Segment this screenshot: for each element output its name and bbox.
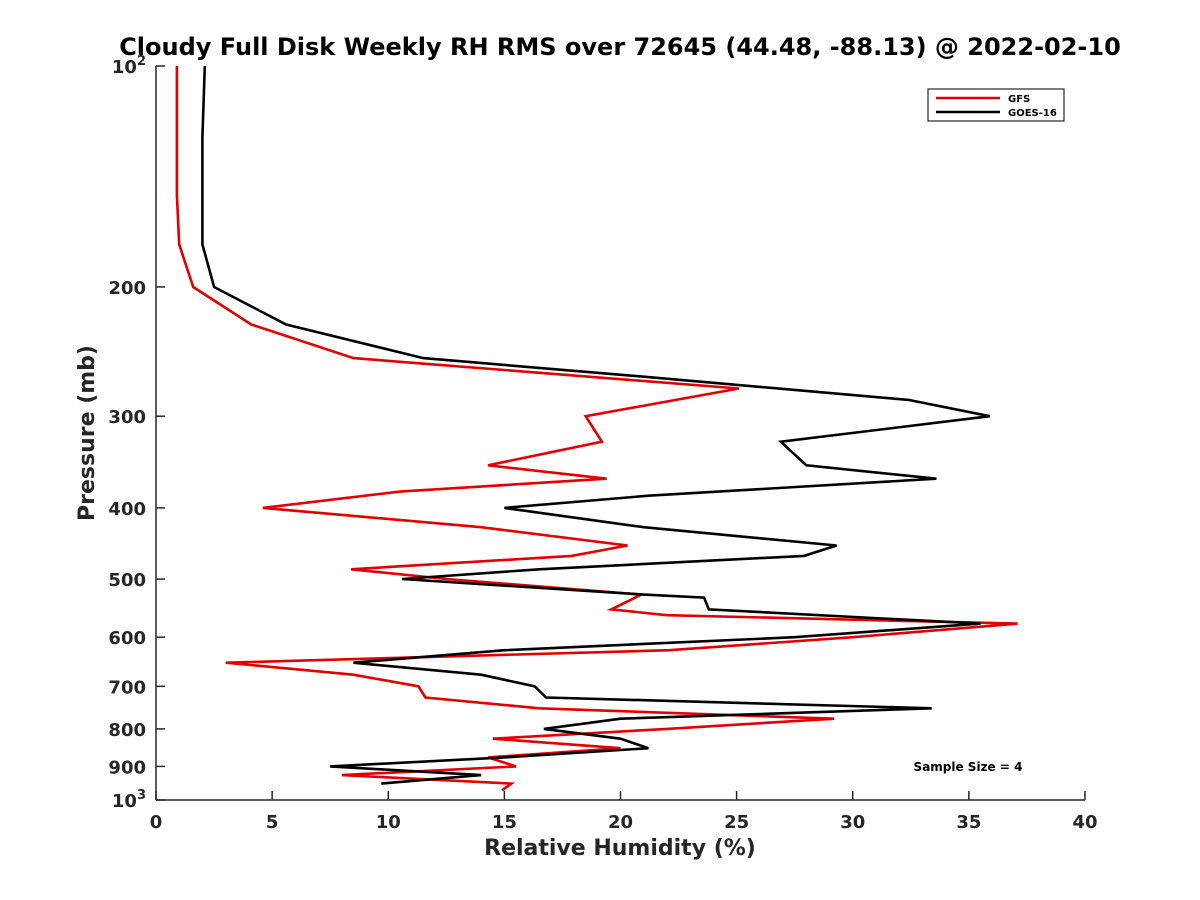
x-tick-label: 25: [724, 812, 749, 833]
y-tick-label: 800: [108, 720, 146, 741]
x-tick-label: 0: [150, 812, 163, 833]
y-tick-label: 900: [108, 757, 146, 778]
x-tick-label: 40: [1072, 812, 1097, 833]
y-tick-label: 102: [112, 54, 146, 78]
sample-size-annotation: Sample Size = 4: [914, 760, 1023, 774]
x-axis-label: Relative Humidity (%): [484, 836, 756, 861]
y-tick-label: 600: [108, 628, 146, 649]
y-tick-label: 400: [108, 499, 146, 520]
x-tick-label: 5: [266, 812, 279, 833]
chart-title: Cloudy Full Disk Weekly RH RMS over 7264…: [119, 33, 1121, 61]
x-tick-label: 35: [956, 812, 981, 833]
series-lines: [175, 65, 1018, 792]
annotations: Sample Size = 4: [914, 760, 1023, 774]
y-tick-label: 300: [108, 407, 146, 428]
legend-label: GOES-16: [1008, 108, 1057, 119]
x-tick-label: 15: [492, 812, 517, 833]
legend: GFS GOES-16: [927, 88, 1065, 122]
series-line-goes-16: [201, 65, 991, 785]
y-tick-label: 200: [108, 278, 146, 299]
y-tick-label: 500: [108, 570, 146, 591]
legend-box: [927, 88, 1065, 122]
y-axis-label: Pressure (mb): [75, 345, 100, 521]
y-tick-label: 700: [108, 677, 146, 698]
x-tick-label: 30: [840, 812, 865, 833]
x-tick-label: 20: [608, 812, 633, 833]
x-tick-label: 10: [376, 812, 401, 833]
y-tick-label: 103: [112, 788, 146, 812]
axes: 0 5 10 15 20 25 30 35 40 102 200 300 400 500 600 700 800…: [108, 54, 1097, 833]
legend-label: GFS: [1008, 94, 1030, 105]
